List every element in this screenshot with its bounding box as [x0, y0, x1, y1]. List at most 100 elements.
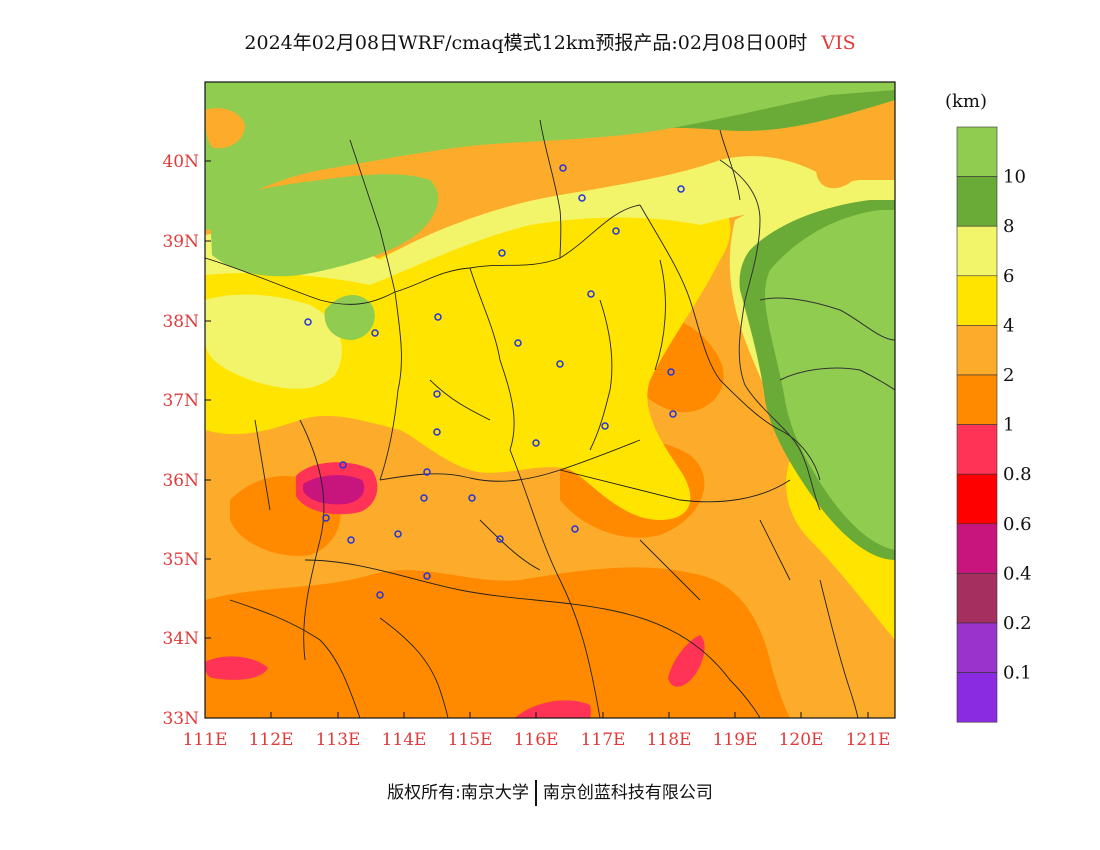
- color-legend: 10 8 6 4 2 1 0.8 0.6 0.4 0.2 0.1: [956, 126, 1032, 723]
- field-1-2km-ne-patch: [816, 145, 861, 189]
- field-6-8km-west: [205, 294, 342, 389]
- legend-swatch: [956, 523, 998, 574]
- legend-swatch: [956, 424, 998, 475]
- city-marker: [347, 536, 355, 544]
- city-marker: [339, 461, 347, 469]
- field-10km-north: [205, 82, 895, 230]
- legend-label: 10: [1003, 167, 1026, 188]
- field-4-6km-southeast: [786, 460, 895, 640]
- lon-label: 118E: [647, 730, 692, 750]
- legend-unit: (km): [945, 91, 987, 112]
- field-0.8km-southwest: [205, 656, 268, 680]
- legend-label: 0.1: [1003, 663, 1032, 684]
- city-marker: [514, 339, 522, 347]
- city-marker: [612, 227, 620, 235]
- legend-label: 1: [1003, 415, 1014, 436]
- footer-company: 南京创蓝科技有限公司: [542, 783, 713, 803]
- legend-swatch: [956, 325, 998, 376]
- lat-label: 34N: [162, 629, 199, 649]
- footer: 版权所有:南京大学 南京创蓝科技有限公司: [0, 778, 1100, 806]
- lon-label: 113E: [316, 730, 361, 750]
- legend-swatch: [956, 573, 998, 624]
- map-title: 2024年02月08日WRF/cmaq模式12km预报产品:02月08日00时 …: [0, 28, 1100, 55]
- city-marker: [571, 525, 579, 533]
- coastline: [719, 159, 895, 511]
- city-marker: [376, 591, 384, 599]
- footer-separator: [534, 780, 537, 806]
- lat-label: 37N: [162, 391, 199, 411]
- city-marker: [434, 313, 442, 321]
- latitude-labels: 40N 39N 38N 37N 36N 35N 34N 33N: [162, 152, 199, 729]
- city-marker: [669, 410, 677, 418]
- lon-label: 116E: [514, 730, 559, 750]
- city-marker: [433, 428, 441, 436]
- legend-label: 2: [1003, 365, 1014, 386]
- legend-label: 0.2: [1003, 613, 1032, 634]
- legend-swatch: [956, 225, 998, 277]
- legend-swatch: [956, 126, 998, 177]
- city-marker: [667, 368, 675, 376]
- legend-swatch: [956, 275, 998, 326]
- map-fields: [205, 82, 895, 718]
- lon-label: 114E: [382, 730, 427, 750]
- city-marker: [587, 290, 595, 298]
- city-marker: [532, 439, 540, 447]
- title-text: 2024年02月08日WRF/cmaq模式12km预报产品:02月08日00时: [244, 32, 808, 54]
- longitude-labels: 111E 112E 113E 114E 115E 116E 117E 118E …: [183, 730, 891, 750]
- lon-label: 112E: [249, 730, 294, 750]
- city-marker: [677, 185, 685, 193]
- lat-label: 40N: [162, 152, 199, 172]
- city-marker: [304, 318, 312, 326]
- city-markers: [304, 164, 685, 599]
- legend-label: 0.4: [1003, 563, 1032, 584]
- legend-swatch: [956, 672, 998, 723]
- field-10km-patch: [324, 294, 375, 340]
- field-1-2km-nw-patch: [205, 108, 245, 149]
- city-marker: [556, 360, 564, 368]
- city-marker: [578, 194, 586, 202]
- field-1-2km-south: [205, 567, 790, 718]
- city-marker: [420, 494, 428, 502]
- legend-label: 0.6: [1003, 514, 1032, 535]
- legend-swatch: [956, 374, 998, 425]
- lat-label: 39N: [162, 232, 199, 252]
- city-marker: [394, 530, 402, 538]
- legend-label: 4: [1003, 315, 1014, 336]
- city-marker: [559, 164, 567, 172]
- field-10km-east: [765, 210, 895, 550]
- lat-label: 36N: [162, 471, 199, 491]
- lon-label: 111E: [183, 730, 228, 750]
- lon-label: 120E: [779, 730, 824, 750]
- field-10km-northwest: [210, 174, 439, 277]
- city-marker: [601, 422, 609, 430]
- city-marker: [496, 535, 504, 543]
- legend-label: 8: [1003, 216, 1014, 237]
- city-marker: [433, 390, 441, 398]
- legend-label: 6: [1003, 266, 1014, 287]
- lon-label: 119E: [713, 730, 758, 750]
- field-0.8km-east: [668, 635, 705, 687]
- field-0.8km-south: [515, 700, 591, 718]
- legend-label: 0.8: [1003, 464, 1032, 485]
- city-marker: [423, 468, 431, 476]
- lon-label: 117E: [581, 730, 626, 750]
- footer-copyright: 版权所有:南京大学: [387, 783, 529, 803]
- city-marker: [371, 329, 379, 337]
- field-0.4km-west: [303, 475, 365, 505]
- lat-label: 33N: [162, 709, 199, 729]
- lat-label: 35N: [162, 550, 199, 570]
- city-marker: [468, 494, 476, 502]
- lat-label: 38N: [162, 312, 199, 332]
- city-marker: [498, 249, 506, 257]
- city-marker: [322, 514, 330, 522]
- legend-swatch: [956, 176, 998, 227]
- plot-frame: [204, 81, 896, 719]
- legend-swatch: [956, 473, 998, 525]
- lon-label: 121E: [846, 730, 891, 750]
- lon-label: 115E: [448, 730, 493, 750]
- city-marker: [423, 572, 431, 580]
- admin-boundaries: [205, 119, 859, 718]
- legend-swatch: [956, 622, 998, 673]
- title-variable: VIS: [821, 32, 856, 54]
